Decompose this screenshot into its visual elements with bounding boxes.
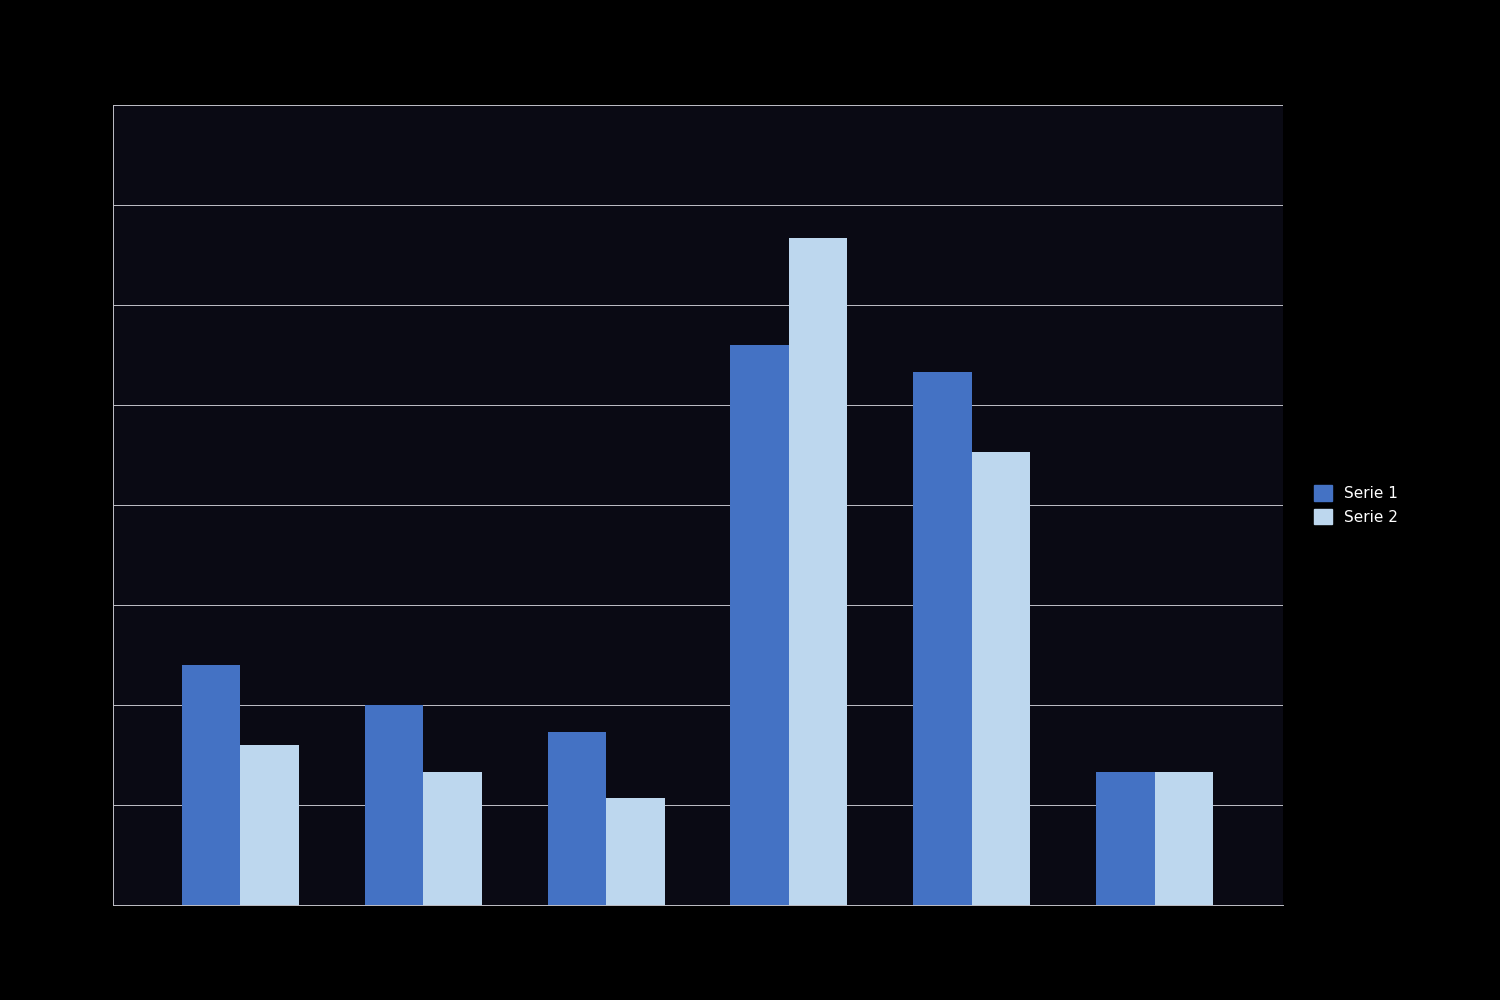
Bar: [364, 705, 423, 905]
Bar: [1155, 772, 1214, 905]
Bar: [423, 772, 482, 905]
Bar: [914, 372, 972, 905]
Bar: [606, 798, 664, 905]
Bar: [789, 238, 847, 905]
Bar: [182, 665, 240, 905]
Legend: Serie 1, Serie 2: Serie 1, Serie 2: [1314, 485, 1398, 525]
Bar: [240, 745, 298, 905]
Bar: [730, 345, 789, 905]
Bar: [1096, 772, 1155, 905]
Bar: [548, 732, 606, 905]
Bar: [972, 452, 1030, 905]
